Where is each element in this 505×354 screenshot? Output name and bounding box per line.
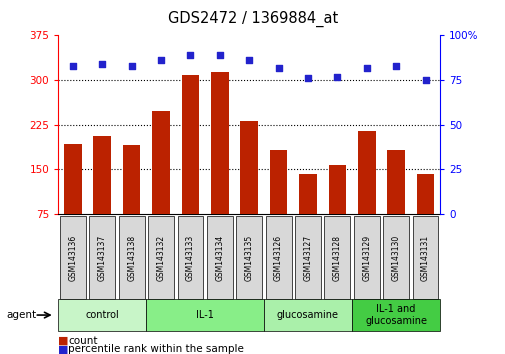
Text: GSM143130: GSM143130 bbox=[391, 234, 400, 281]
FancyBboxPatch shape bbox=[177, 216, 203, 299]
Point bbox=[274, 65, 282, 70]
Text: GSM143133: GSM143133 bbox=[185, 234, 194, 281]
FancyBboxPatch shape bbox=[324, 216, 349, 299]
FancyBboxPatch shape bbox=[146, 299, 264, 331]
Point bbox=[98, 61, 106, 67]
Text: IL-1 and
glucosamine: IL-1 and glucosamine bbox=[365, 304, 426, 326]
Bar bbox=[328, 165, 345, 259]
Text: GSM143132: GSM143132 bbox=[156, 234, 165, 281]
FancyBboxPatch shape bbox=[264, 299, 351, 331]
FancyBboxPatch shape bbox=[60, 216, 86, 299]
FancyBboxPatch shape bbox=[89, 216, 115, 299]
FancyBboxPatch shape bbox=[58, 299, 146, 331]
Point bbox=[245, 58, 253, 63]
Text: GSM143126: GSM143126 bbox=[274, 234, 282, 281]
Text: glucosamine: glucosamine bbox=[276, 310, 338, 320]
Text: GSM143134: GSM143134 bbox=[215, 234, 224, 281]
Bar bbox=[298, 174, 316, 259]
Text: GSM143136: GSM143136 bbox=[68, 234, 77, 281]
Bar bbox=[93, 136, 111, 259]
Point bbox=[69, 63, 77, 69]
FancyBboxPatch shape bbox=[119, 216, 144, 299]
Text: GSM143137: GSM143137 bbox=[97, 234, 107, 281]
FancyBboxPatch shape bbox=[207, 216, 232, 299]
Text: GSM143129: GSM143129 bbox=[362, 234, 371, 281]
FancyBboxPatch shape bbox=[353, 216, 379, 299]
Bar bbox=[386, 150, 404, 259]
FancyBboxPatch shape bbox=[294, 216, 320, 299]
Text: GSM143135: GSM143135 bbox=[244, 234, 253, 281]
Bar bbox=[211, 72, 228, 259]
Text: IL-1: IL-1 bbox=[196, 310, 214, 320]
Point bbox=[362, 65, 370, 70]
Bar bbox=[181, 75, 199, 259]
Bar bbox=[357, 131, 375, 259]
FancyBboxPatch shape bbox=[236, 216, 262, 299]
Text: GSM143128: GSM143128 bbox=[332, 235, 341, 280]
Text: ■: ■ bbox=[58, 344, 69, 354]
Bar bbox=[269, 150, 287, 259]
Text: GSM143138: GSM143138 bbox=[127, 234, 136, 281]
Text: count: count bbox=[68, 336, 97, 346]
FancyBboxPatch shape bbox=[351, 299, 439, 331]
Bar bbox=[240, 121, 258, 259]
Text: percentile rank within the sample: percentile rank within the sample bbox=[68, 344, 244, 354]
Text: control: control bbox=[85, 310, 119, 320]
Point bbox=[333, 74, 341, 79]
Text: GSM143127: GSM143127 bbox=[303, 234, 312, 281]
Point bbox=[186, 52, 194, 58]
Bar bbox=[64, 144, 81, 259]
Point bbox=[304, 75, 312, 81]
Bar bbox=[123, 145, 140, 259]
Text: agent: agent bbox=[6, 310, 36, 320]
FancyBboxPatch shape bbox=[148, 216, 174, 299]
Bar bbox=[152, 111, 170, 259]
Point bbox=[157, 58, 165, 63]
Point bbox=[421, 77, 429, 83]
Text: GDS2472 / 1369884_at: GDS2472 / 1369884_at bbox=[168, 11, 337, 27]
FancyBboxPatch shape bbox=[412, 216, 438, 299]
Text: GSM143131: GSM143131 bbox=[420, 234, 429, 281]
Point bbox=[215, 52, 223, 58]
Bar bbox=[416, 174, 433, 259]
Point bbox=[127, 63, 135, 69]
FancyBboxPatch shape bbox=[265, 216, 291, 299]
Text: ■: ■ bbox=[58, 336, 69, 346]
FancyBboxPatch shape bbox=[382, 216, 408, 299]
Point bbox=[391, 63, 399, 69]
